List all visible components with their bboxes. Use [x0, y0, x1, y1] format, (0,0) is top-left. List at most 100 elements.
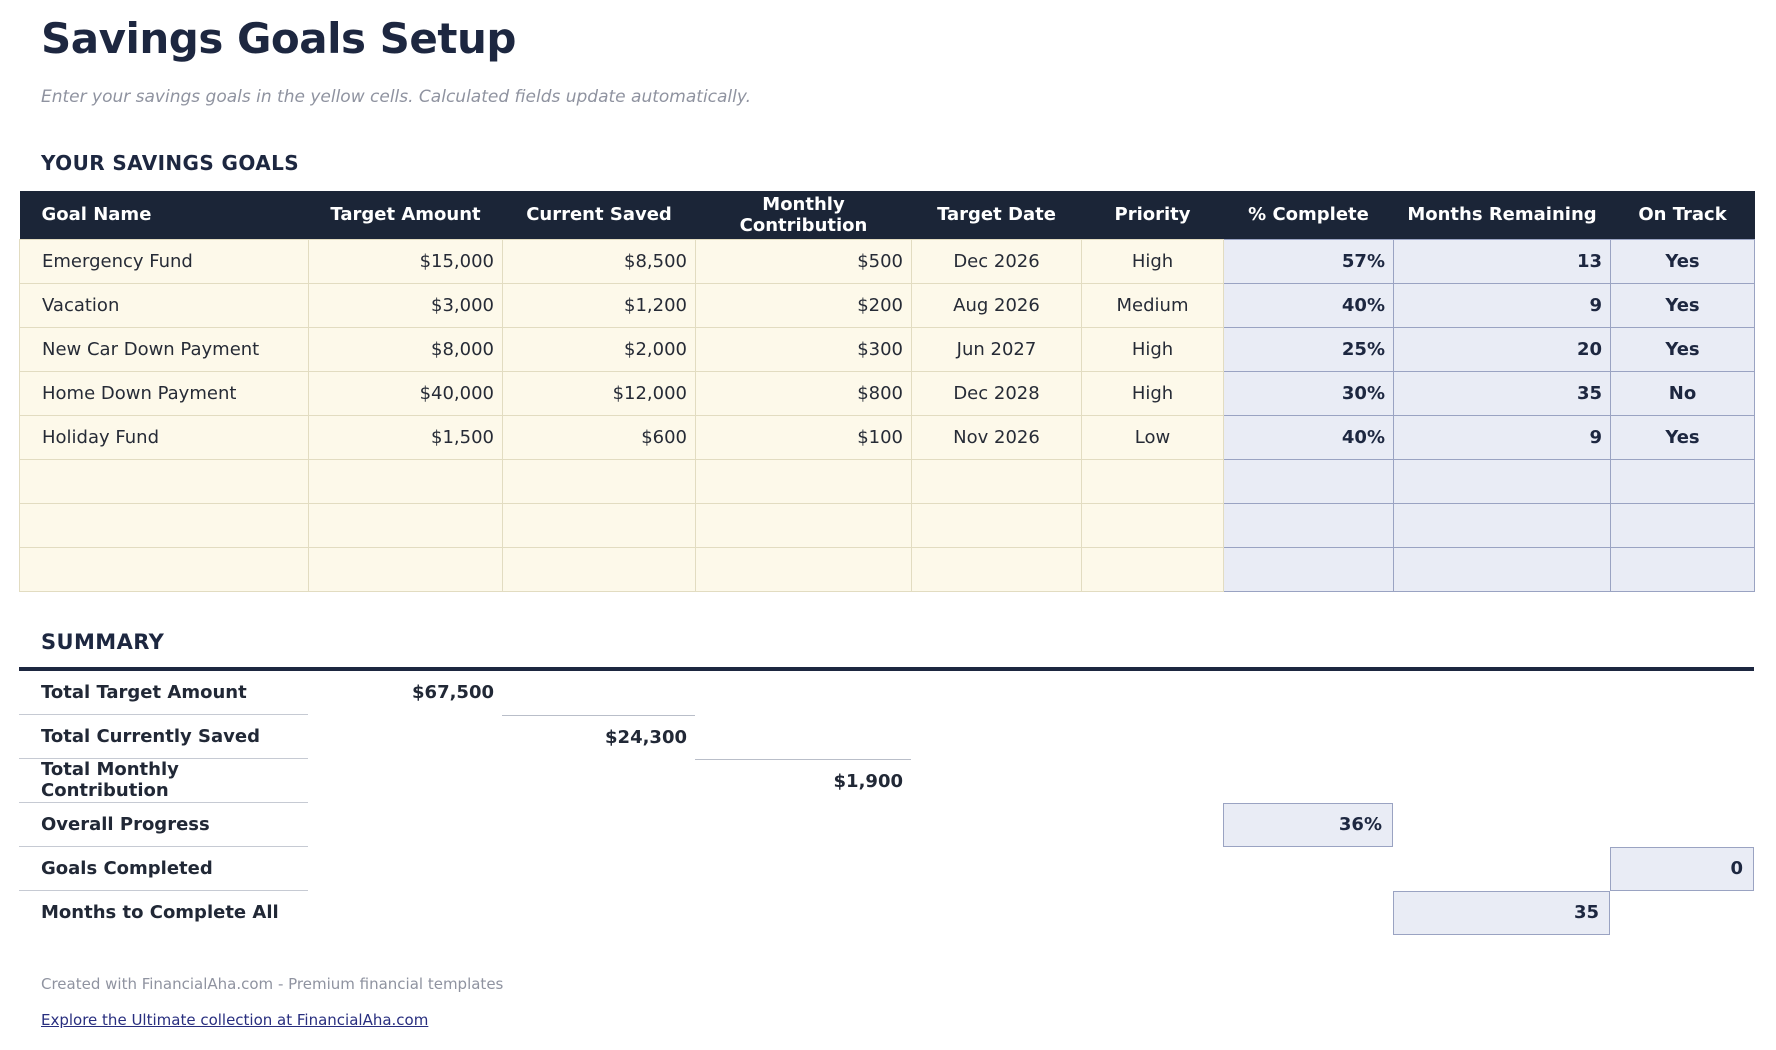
column-header-current-saved: Current Saved: [502, 191, 696, 240]
cell-goal-name[interactable]: Vacation: [19, 282, 309, 328]
page-title: Savings Goals Setup: [41, 14, 516, 63]
cell-target-amount[interactable]: [308, 502, 503, 548]
column-header-goal-name: Goal Name: [19, 191, 309, 240]
cell-monthly-contribution[interactable]: $100: [695, 414, 912, 460]
cell-priority[interactable]: High: [1081, 326, 1224, 372]
summary-row-goals-completed: Goals Completed 0: [19, 846, 1754, 891]
cell-priority[interactable]: Low: [1081, 414, 1224, 460]
summary-value-goals-completed: 0: [1610, 846, 1754, 891]
summary-row-months-to-complete-all: Months to Complete All 35: [19, 890, 1754, 935]
cell-goal-name[interactable]: Holiday Fund: [19, 414, 309, 460]
summary-table: Total Target Amount $67,500 Total Curren…: [19, 666, 1754, 935]
cell-target-amount[interactable]: [308, 458, 503, 504]
cell-months-remaining: [1393, 502, 1611, 548]
cell-priority[interactable]: High: [1081, 238, 1224, 284]
cell-goal-name[interactable]: Emergency Fund: [19, 238, 309, 284]
cell-target-amount[interactable]: [308, 546, 503, 592]
cell-target-date[interactable]: Dec 2026: [911, 238, 1082, 284]
cell-pct-complete: 57%: [1223, 238, 1394, 284]
cell-monthly-contribution[interactable]: [695, 458, 912, 504]
cell-monthly-contribution[interactable]: [695, 546, 912, 592]
cell-priority[interactable]: [1081, 546, 1224, 592]
cell-pct-complete: [1223, 546, 1394, 592]
cell-months-remaining: 35: [1393, 370, 1611, 416]
goal-row: Emergency Fund $15,000 $8,500 $500 Dec 2…: [19, 238, 1755, 284]
cell-on-track: [1610, 458, 1755, 504]
summary-value-overall-progress: 36%: [1223, 802, 1393, 847]
cell-current-saved[interactable]: $2,000: [502, 326, 696, 372]
cell-monthly-contribution[interactable]: $800: [695, 370, 912, 416]
cell-target-date[interactable]: Jun 2027: [911, 326, 1082, 372]
summary-value-total-currently-saved: $24,300: [502, 714, 695, 759]
cell-monthly-contribution[interactable]: $200: [695, 282, 912, 328]
cell-on-track: Yes: [1610, 326, 1755, 372]
column-header-pct-complete: % Complete: [1223, 191, 1394, 240]
cell-goal-name[interactable]: [19, 458, 309, 504]
summary-label: Overall Progress: [19, 803, 308, 847]
table-header-row: Goal Name Target Amount Current Saved Mo…: [19, 191, 1755, 240]
savings-goals-page: Savings Goals Setup Enter your savings g…: [0, 14, 1776, 1050]
footer-credit-text: Created with FinancialAha.com - Premium …: [41, 974, 504, 993]
cell-goal-name[interactable]: New Car Down Payment: [19, 326, 309, 372]
cell-current-saved[interactable]: [502, 458, 696, 504]
cell-target-date[interactable]: Dec 2028: [911, 370, 1082, 416]
summary-row-total-monthly-contribution: Total Monthly Contribution $1,900: [19, 758, 1754, 803]
cell-priority[interactable]: [1081, 458, 1224, 504]
summary-row-total-currently-saved: Total Currently Saved $24,300: [19, 714, 1754, 759]
cell-target-amount[interactable]: $15,000: [308, 238, 503, 284]
goal-row-empty: [19, 546, 1755, 592]
cell-monthly-contribution[interactable]: $300: [695, 326, 912, 372]
cell-current-saved[interactable]: $600: [502, 414, 696, 460]
page-subtitle: Enter your savings goals in the yellow c…: [41, 87, 752, 108]
cell-monthly-contribution[interactable]: $500: [695, 238, 912, 284]
cell-target-date[interactable]: [911, 502, 1082, 548]
cell-target-amount[interactable]: $3,000: [308, 282, 503, 328]
cell-months-remaining: [1393, 458, 1611, 504]
cell-monthly-contribution[interactable]: [695, 502, 912, 548]
goal-row-empty: [19, 502, 1755, 548]
cell-current-saved[interactable]: $8,500: [502, 238, 696, 284]
cell-target-amount[interactable]: $1,500: [308, 414, 503, 460]
cell-target-date[interactable]: Nov 2026: [911, 414, 1082, 460]
goal-row: New Car Down Payment $8,000 $2,000 $300 …: [19, 326, 1755, 372]
savings-goals-table: Goal Name Target Amount Current Saved Mo…: [19, 191, 1755, 592]
cell-priority[interactable]: High: [1081, 370, 1224, 416]
cell-current-saved[interactable]: $1,200: [502, 282, 696, 328]
goal-row-empty: [19, 458, 1755, 504]
cell-target-date[interactable]: Aug 2026: [911, 282, 1082, 328]
cell-on-track: Yes: [1610, 238, 1755, 284]
explore-collection-link[interactable]: Explore the Ultimate collection at Finan…: [41, 1010, 429, 1029]
column-header-monthly-contribution: Monthly Contribution: [695, 191, 912, 240]
cell-months-remaining: 13: [1393, 238, 1611, 284]
cell-goal-name[interactable]: [19, 546, 309, 592]
goals-section-heading: YOUR SAVINGS GOALS: [41, 151, 300, 176]
goal-row: Holiday Fund $1,500 $600 $100 Nov 2026 L…: [19, 414, 1755, 460]
cell-goal-name[interactable]: Home Down Payment: [19, 370, 309, 416]
cell-priority[interactable]: [1081, 502, 1224, 548]
cell-current-saved[interactable]: [502, 546, 696, 592]
summary-value-months-to-complete-all: 35: [1393, 890, 1610, 935]
cell-months-remaining: 9: [1393, 282, 1611, 328]
cell-target-amount[interactable]: $8,000: [308, 326, 503, 372]
cell-months-remaining: [1393, 546, 1611, 592]
cell-pct-complete: 25%: [1223, 326, 1394, 372]
column-header-months-remaining: Months Remaining: [1393, 191, 1611, 240]
summary-value-total-target-amount: $67,500: [412, 682, 494, 704]
goal-row: Home Down Payment $40,000 $12,000 $800 D…: [19, 370, 1755, 416]
summary-label: Total Target Amount: [19, 671, 308, 715]
summary-row-overall-progress: Overall Progress 36%: [19, 802, 1754, 847]
cell-target-date[interactable]: [911, 546, 1082, 592]
cell-priority[interactable]: Medium: [1081, 282, 1224, 328]
column-header-on-track: On Track: [1610, 191, 1755, 240]
cell-pct-complete: [1223, 502, 1394, 548]
summary-value-total-monthly-contribution: $1,900: [695, 758, 911, 803]
cell-current-saved[interactable]: $12,000: [502, 370, 696, 416]
summary-label: Total Monthly Contribution: [19, 759, 308, 803]
cell-goal-name[interactable]: [19, 502, 309, 548]
cell-target-amount[interactable]: $40,000: [308, 370, 503, 416]
cell-target-date[interactable]: [911, 458, 1082, 504]
goal-row: Vacation $3,000 $1,200 $200 Aug 2026 Med…: [19, 282, 1755, 328]
summary-label: Months to Complete All: [41, 902, 279, 924]
cell-on-track: Yes: [1610, 414, 1755, 460]
cell-current-saved[interactable]: [502, 502, 696, 548]
